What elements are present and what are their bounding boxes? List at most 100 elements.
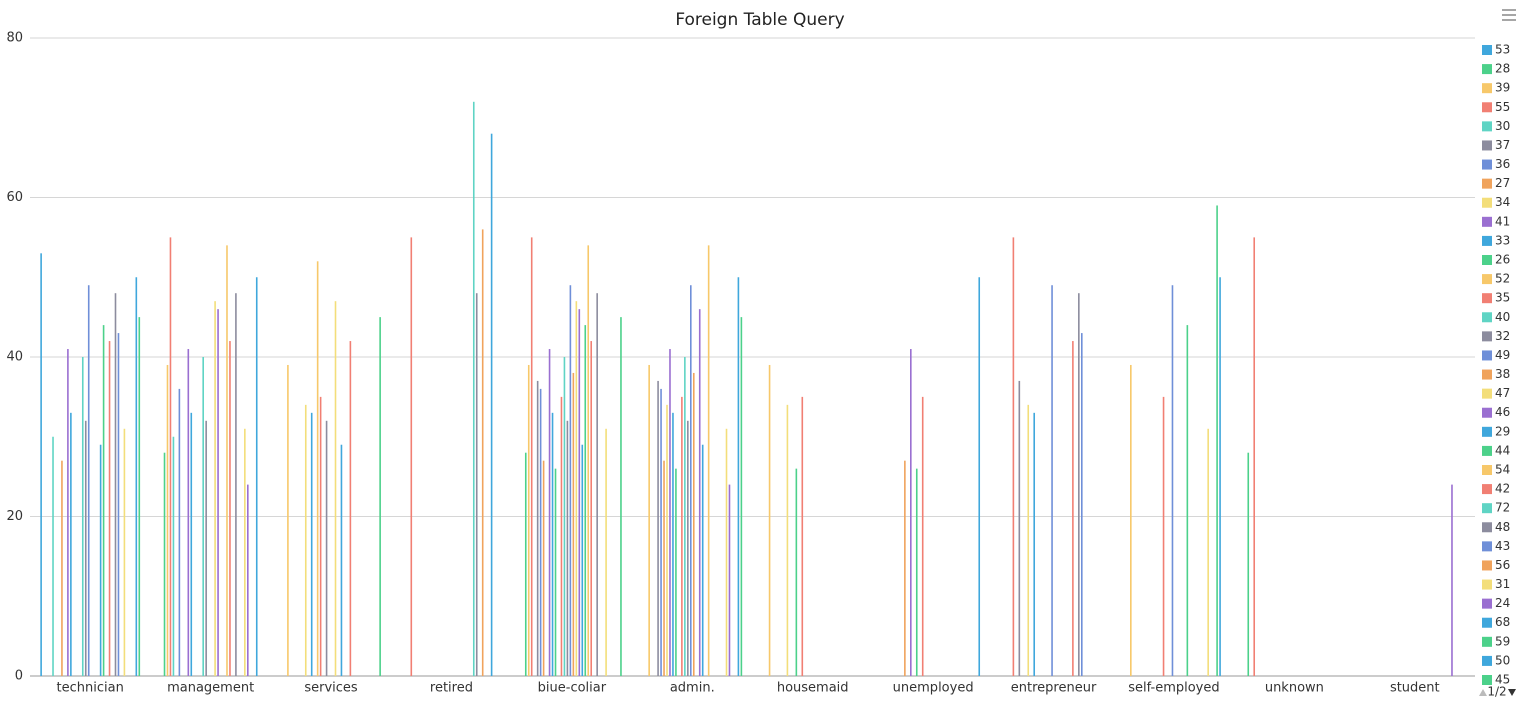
legend-swatch[interactable]	[1482, 331, 1492, 342]
legend-swatch[interactable]	[1482, 636, 1492, 647]
legend-swatch[interactable]	[1482, 140, 1492, 151]
legend-label[interactable]: 54	[1495, 463, 1510, 477]
bar	[801, 396, 804, 676]
menu-icon[interactable]	[1502, 9, 1516, 21]
bar	[672, 412, 674, 676]
legend-swatch[interactable]	[1482, 159, 1492, 170]
legend-label[interactable]: 41	[1495, 214, 1510, 228]
bar	[135, 277, 138, 676]
bar	[1451, 484, 1453, 676]
legend-swatch[interactable]	[1482, 541, 1492, 552]
legend-swatch[interactable]	[1482, 178, 1492, 189]
legend-label[interactable]: 39	[1495, 81, 1510, 95]
legend-swatch[interactable]	[1482, 64, 1492, 75]
legend-swatch[interactable]	[1482, 522, 1492, 533]
legend-swatch[interactable]	[1482, 617, 1492, 628]
x-tick-label: student	[1390, 681, 1440, 696]
legend-swatch[interactable]	[1482, 560, 1492, 571]
legend-swatch[interactable]	[1482, 102, 1492, 113]
y-tick-label: 40	[6, 350, 23, 365]
legend-swatch[interactable]	[1482, 675, 1492, 685]
bar	[675, 468, 677, 676]
legend-swatch[interactable]	[1482, 579, 1492, 590]
legend-swatch[interactable]	[1482, 83, 1492, 94]
legend-label[interactable]: 53	[1495, 43, 1510, 57]
legend-swatch[interactable]	[1482, 503, 1492, 514]
legend-swatch[interactable]	[1482, 369, 1492, 380]
legend-swatch[interactable]	[1482, 197, 1492, 208]
bar	[1081, 333, 1083, 676]
legend-swatch[interactable]	[1482, 121, 1492, 132]
bar	[524, 452, 527, 676]
bar	[786, 404, 789, 676]
bar	[657, 380, 659, 676]
bar	[904, 460, 906, 676]
legend-swatch[interactable]	[1482, 235, 1492, 246]
bar	[768, 364, 771, 676]
bar	[255, 277, 258, 676]
legend-label[interactable]: 46	[1495, 405, 1510, 419]
legend-label[interactable]: 35	[1495, 291, 1510, 305]
legend-label[interactable]: 48	[1495, 520, 1510, 534]
bar	[190, 412, 193, 676]
legend-prev[interactable]	[1479, 689, 1487, 696]
legend-swatch[interactable]	[1482, 407, 1492, 418]
legend-swatch[interactable]	[1482, 350, 1492, 361]
legend-label[interactable]: 47	[1495, 386, 1510, 400]
legend-label[interactable]: 43	[1495, 539, 1510, 553]
legend-label[interactable]: 56	[1495, 558, 1510, 572]
x-tick-label: retired	[430, 681, 473, 696]
bar	[560, 396, 563, 676]
legend-label[interactable]: 50	[1495, 653, 1510, 667]
legend-label[interactable]: 34	[1495, 195, 1510, 209]
bar	[581, 444, 584, 676]
legend-swatch[interactable]	[1482, 45, 1492, 55]
legend-label[interactable]: 45	[1495, 673, 1510, 687]
legend-label[interactable]: 44	[1495, 443, 1510, 457]
bar	[910, 349, 912, 676]
y-tick-label: 60	[6, 190, 23, 205]
legend-label[interactable]: 33	[1495, 233, 1510, 247]
legend-swatch[interactable]	[1482, 216, 1492, 227]
legend-label[interactable]: 37	[1495, 138, 1510, 152]
bar	[1018, 380, 1021, 676]
legend-swatch[interactable]	[1482, 255, 1492, 265]
legend-label[interactable]: 30	[1495, 119, 1510, 133]
legend-label[interactable]: 59	[1495, 634, 1510, 648]
legend-swatch[interactable]	[1482, 465, 1492, 475]
legend-swatch[interactable]	[1482, 388, 1492, 399]
legend-label[interactable]: 31	[1495, 577, 1510, 591]
legend-page: 1/2	[1487, 685, 1506, 699]
legend-label[interactable]: 68	[1495, 615, 1510, 629]
legend-label[interactable]: 26	[1495, 253, 1510, 267]
bar	[481, 229, 484, 676]
legend-next[interactable]	[1508, 689, 1516, 696]
legend-label[interactable]: 27	[1495, 176, 1510, 190]
bar	[737, 277, 740, 676]
bar	[217, 309, 219, 676]
legend-label[interactable]: 72	[1495, 501, 1510, 515]
legend-label[interactable]: 32	[1495, 329, 1510, 343]
legend-label[interactable]: 40	[1495, 310, 1510, 324]
legend-label[interactable]: 38	[1495, 367, 1510, 381]
bar	[334, 301, 337, 676]
legend-swatch[interactable]	[1482, 312, 1492, 323]
legend-label[interactable]: 52	[1495, 272, 1510, 286]
legend-label[interactable]: 24	[1495, 596, 1510, 610]
bar	[663, 460, 665, 676]
legend-label[interactable]: 49	[1495, 348, 1510, 362]
legend-swatch[interactable]	[1482, 484, 1492, 495]
legend-swatch[interactable]	[1482, 598, 1492, 609]
legend-swatch[interactable]	[1482, 655, 1492, 666]
legend-swatch[interactable]	[1482, 445, 1492, 456]
legend-label[interactable]: 42	[1495, 482, 1510, 496]
legend-label[interactable]: 29	[1495, 424, 1510, 438]
legend-swatch[interactable]	[1482, 274, 1492, 285]
legend-label[interactable]: 36	[1495, 157, 1510, 171]
bar	[1219, 277, 1221, 676]
legend-label[interactable]: 28	[1495, 62, 1510, 76]
legend-swatch[interactable]	[1482, 426, 1492, 437]
bar	[99, 444, 102, 676]
legend-label[interactable]: 55	[1495, 100, 1510, 114]
legend-swatch[interactable]	[1482, 293, 1492, 304]
